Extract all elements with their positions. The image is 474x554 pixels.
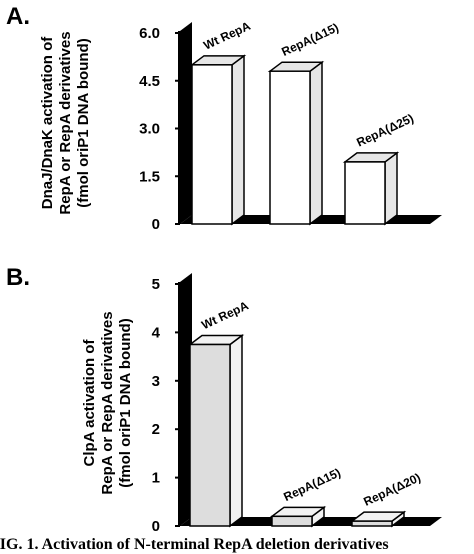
y-tick-label: 4 [152, 324, 161, 341]
panel-b: B. ClpA activation of RepA or RepA deriv… [6, 264, 442, 535]
bar-label: Wt RepA [201, 19, 253, 53]
y-axis-label-line-2: RepA or RepA derivatives [99, 311, 116, 494]
plot-area-b: 0 1 2 3 4 5 Wt RepA RepA(Δ15) RepA(Δ20) [152, 273, 442, 535]
y-axis-line [178, 31, 181, 224]
bar-label: Wt RepA [199, 298, 251, 332]
bar [349, 510, 407, 528]
plot-area-a: 0 1.5 3.0 4.5 6.0 Wt RepA RepA(Δ15) RepA(Δ25) [139, 19, 442, 233]
y-tick-label: 1 [152, 470, 160, 487]
y-tick-label: 2 [152, 421, 160, 438]
y-axis-line [178, 282, 181, 526]
y-axis-label-line-1: DnaJ/DnaK activation of [39, 36, 56, 210]
bar-label: RepA(Δ20) [361, 470, 422, 509]
bar-label: RepA(Δ25) [354, 111, 415, 150]
panel-label-b: B. [6, 264, 30, 291]
y-tick-label: 0 [152, 216, 160, 233]
bar [269, 505, 327, 528]
y-axis-label-line-1: ClpA activation of [81, 339, 98, 467]
bar [187, 334, 245, 528]
bar [342, 151, 400, 226]
bar-label: RepA(Δ15) [281, 465, 342, 504]
y-axis-label-line-3: (fmol oriP1 DNA bound) [75, 38, 92, 207]
y-axis-label-line-3: (fmol oriP1 DNA bound) [117, 318, 134, 487]
panel-label-a: A. [6, 3, 30, 30]
y-axis-wall [180, 273, 192, 526]
bar [189, 54, 247, 226]
y-axis-wall [180, 22, 192, 224]
y-tick-label: 1.5 [139, 168, 160, 185]
y-tick-label: 3.0 [139, 121, 160, 138]
y-tick-label: 3 [152, 373, 160, 390]
panel-a: A. DnaJ/DnaK activation of RepA or RepA … [6, 3, 442, 233]
bar [267, 60, 325, 226]
y-tick-label: 5 [152, 276, 160, 293]
y-tick-label: 4.5 [139, 73, 160, 90]
y-axis-label-line-2: RepA or RepA derivatives [57, 31, 74, 214]
bar-label: RepA(Δ15) [279, 20, 340, 59]
y-tick-label: 6.0 [139, 25, 160, 42]
y-tick-label: 0 [152, 518, 160, 535]
figure-caption: FIG. 1. Activation of N-terminal RepA de… [0, 536, 389, 553]
